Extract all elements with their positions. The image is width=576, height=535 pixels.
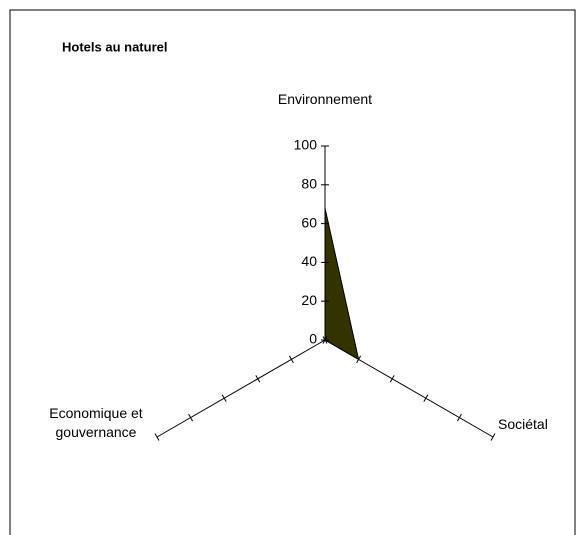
tick-mark [356,355,362,364]
tick-label: 20 [301,292,317,308]
tick-mark [389,375,395,383]
tick-label: 60 [301,214,317,230]
tick-mark [423,394,429,402]
axis-line [324,339,494,438]
tick-mark [154,433,160,441]
chart-title: Hotels au naturel [62,39,167,54]
radar-area [324,207,360,361]
tick-mark [221,394,227,402]
tick-mark [490,433,496,441]
tick-mark [255,375,261,383]
axis-label: Economique et gouvernance [49,405,143,440]
tick-mark [456,413,462,422]
axis-label: Environnement [277,91,373,107]
axis-line [156,339,326,438]
tick-mark [322,336,328,344]
axis-label: Sociétal [498,416,548,432]
tick-label: 100 [294,137,318,153]
tick-label: 80 [301,176,317,192]
tick-label: 0 [309,331,317,347]
tick-label: 40 [301,253,317,269]
tick-mark [288,355,294,364]
chart-frame [9,9,576,535]
tick-mark [188,413,194,422]
